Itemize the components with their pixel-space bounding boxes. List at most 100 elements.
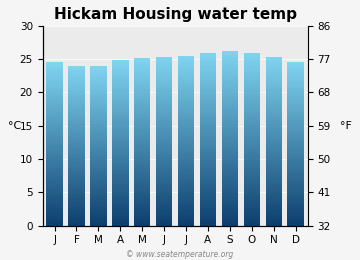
Bar bbox=[156, 198, 172, 199]
Bar bbox=[46, 181, 63, 182]
Bar bbox=[134, 103, 150, 105]
Bar bbox=[134, 58, 150, 59]
Bar bbox=[90, 222, 107, 223]
Bar bbox=[156, 184, 172, 185]
Bar bbox=[134, 102, 150, 103]
Bar bbox=[134, 130, 150, 131]
Bar bbox=[112, 163, 129, 164]
Bar bbox=[68, 93, 85, 94]
Bar bbox=[244, 194, 260, 195]
Bar bbox=[46, 123, 63, 124]
Bar bbox=[287, 211, 304, 212]
Bar bbox=[156, 176, 172, 177]
Bar bbox=[46, 169, 63, 170]
Bar bbox=[287, 192, 304, 193]
Bar bbox=[112, 219, 129, 220]
Bar bbox=[134, 142, 150, 143]
Bar bbox=[178, 210, 194, 211]
Bar bbox=[222, 212, 238, 213]
Bar bbox=[200, 70, 216, 71]
Bar bbox=[200, 100, 216, 101]
Bar bbox=[46, 73, 63, 74]
Bar bbox=[244, 89, 260, 90]
Bar bbox=[244, 65, 260, 66]
Bar bbox=[112, 198, 129, 199]
Bar bbox=[134, 125, 150, 126]
Bar bbox=[90, 89, 107, 90]
Bar bbox=[90, 95, 107, 96]
Bar bbox=[68, 101, 85, 102]
Bar bbox=[222, 69, 238, 70]
Bar bbox=[200, 108, 216, 109]
Bar bbox=[200, 159, 216, 160]
Bar bbox=[222, 195, 238, 196]
Bar bbox=[222, 115, 238, 116]
Bar bbox=[68, 90, 85, 91]
Bar bbox=[90, 104, 107, 105]
Bar bbox=[134, 110, 150, 111]
Bar bbox=[156, 153, 172, 154]
Bar bbox=[287, 175, 304, 176]
Bar bbox=[156, 80, 172, 81]
Bar bbox=[90, 160, 107, 161]
Bar bbox=[178, 194, 194, 195]
Bar bbox=[46, 177, 63, 178]
Bar bbox=[200, 73, 216, 74]
Bar bbox=[90, 163, 107, 164]
Bar bbox=[200, 92, 216, 93]
Bar bbox=[112, 110, 129, 111]
Bar bbox=[68, 173, 85, 174]
Bar bbox=[244, 193, 260, 194]
Bar bbox=[287, 72, 304, 73]
Bar bbox=[244, 97, 260, 98]
Bar bbox=[178, 120, 194, 121]
Bar bbox=[156, 72, 172, 73]
Bar bbox=[68, 147, 85, 148]
Bar bbox=[244, 159, 260, 160]
Bar bbox=[178, 137, 194, 138]
Bar bbox=[68, 92, 85, 93]
Bar bbox=[68, 218, 85, 219]
Bar bbox=[222, 193, 238, 194]
Bar bbox=[112, 87, 129, 88]
Bar bbox=[156, 224, 172, 225]
Bar bbox=[178, 106, 194, 107]
Bar bbox=[134, 78, 150, 79]
Bar bbox=[200, 164, 216, 165]
Bar bbox=[287, 120, 304, 121]
Bar bbox=[200, 199, 216, 200]
Bar bbox=[287, 110, 304, 111]
Bar bbox=[68, 126, 85, 127]
Bar bbox=[200, 213, 216, 214]
Bar bbox=[266, 148, 282, 149]
Bar bbox=[244, 147, 260, 148]
Bar bbox=[156, 110, 172, 112]
Bar bbox=[222, 54, 238, 55]
Bar bbox=[222, 113, 238, 114]
Bar bbox=[156, 175, 172, 176]
Bar bbox=[244, 183, 260, 184]
Bar bbox=[134, 209, 150, 210]
Bar bbox=[244, 87, 260, 88]
Bar bbox=[156, 127, 172, 128]
Bar bbox=[178, 133, 194, 134]
Bar bbox=[287, 199, 304, 200]
Bar bbox=[134, 166, 150, 167]
Bar bbox=[46, 165, 63, 166]
Bar bbox=[178, 78, 194, 79]
Bar bbox=[266, 224, 282, 225]
Bar bbox=[90, 94, 107, 95]
Bar bbox=[90, 110, 107, 111]
Bar bbox=[90, 193, 107, 194]
Bar bbox=[200, 168, 216, 169]
Bar bbox=[46, 129, 63, 130]
Bar bbox=[134, 63, 150, 64]
Bar bbox=[200, 166, 216, 167]
Bar bbox=[178, 90, 194, 91]
Bar bbox=[156, 67, 172, 68]
Bar bbox=[244, 133, 260, 134]
Bar bbox=[287, 153, 304, 154]
Bar bbox=[222, 198, 238, 199]
Bar bbox=[156, 166, 172, 167]
Bar bbox=[287, 122, 304, 123]
